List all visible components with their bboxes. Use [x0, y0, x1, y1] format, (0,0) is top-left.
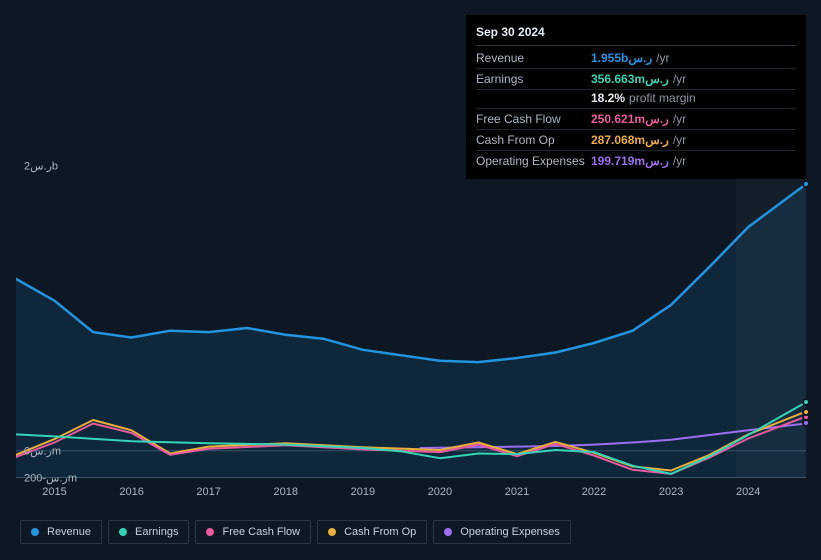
legend-dot-icon: [31, 528, 39, 536]
legend-item-revenue[interactable]: Revenue: [20, 520, 102, 544]
tooltip-row: Operating Expenses199.719mر.س/yr: [476, 151, 796, 171]
x-axis-label: 2019: [351, 486, 375, 498]
y-axis-label-zero: ر.س0m: [24, 444, 61, 457]
legend-dot-icon: [328, 528, 336, 536]
tooltip-panel: Sep 30 2024 Revenue1.955bر.س/yrEarnings3…: [466, 15, 806, 179]
tooltip-metric-label: Cash From Op: [476, 133, 591, 147]
x-axis-label: 2020: [428, 486, 452, 498]
legend-label: Revenue: [47, 526, 91, 538]
y-axis-label-top: ر.س2b: [24, 160, 58, 173]
x-axis-label: 2022: [582, 486, 606, 498]
chart-area[interactable]: ر.س2b ر.س0m ر.س-200m 2015201620172018201…: [16, 178, 806, 478]
x-axis-label: 2021: [505, 486, 529, 498]
legend-label: Operating Expenses: [460, 526, 560, 538]
tooltip-row: Revenue1.955bر.س/yr: [476, 48, 796, 69]
x-axis-label: 2015: [42, 486, 66, 498]
legend: Revenue Earnings Free Cash Flow Cash From O…: [20, 520, 571, 544]
legend-dot-icon: [206, 528, 214, 536]
legend-item-earnings[interactable]: Earnings: [108, 520, 189, 544]
tooltip-row: Cash From Op287.068mر.س/yr: [476, 130, 796, 151]
tooltip-metric-label: Operating Expenses: [476, 154, 591, 168]
chart-lines: [16, 178, 806, 478]
tooltip-metric-value: 1.955: [591, 51, 621, 65]
tooltip-metric-value: 199.719: [591, 154, 634, 168]
legend-label: Cash From Op: [344, 526, 416, 538]
legend-item-cfo[interactable]: Cash From Op: [317, 520, 427, 544]
series-end-marker: [802, 180, 810, 188]
legend-item-fcf[interactable]: Free Cash Flow: [195, 520, 311, 544]
legend-label: Free Cash Flow: [222, 526, 300, 538]
x-axis-label: 2024: [736, 486, 760, 498]
tooltip-row: Earnings356.663mر.س/yr: [476, 69, 796, 90]
tooltip-metric-value: 287.068: [591, 133, 634, 147]
tooltip-metric-value: 250.621: [591, 112, 634, 126]
legend-label: Earnings: [135, 526, 178, 538]
x-axis-label: 2017: [196, 486, 220, 498]
tooltip-metric-value: 356.663: [591, 72, 634, 86]
tooltip-row: Free Cash Flow250.621mر.س/yr: [476, 109, 796, 130]
legend-item-opex[interactable]: Operating Expenses: [433, 520, 571, 544]
legend-dot-icon: [119, 528, 127, 536]
series-end-marker: [802, 408, 810, 416]
legend-dot-icon: [444, 528, 452, 536]
tooltip-metric-label: Earnings: [476, 72, 591, 86]
tooltip-metric-label: Revenue: [476, 51, 591, 65]
series-end-marker: [802, 419, 810, 427]
tooltip-margin-row: 18.2%profit margin: [476, 90, 796, 109]
x-axis-label: 2023: [659, 486, 683, 498]
y-axis-label-bottom: ر.س-200m: [24, 472, 77, 485]
tooltip-metric-label: Free Cash Flow: [476, 112, 591, 126]
tooltip-date: Sep 30 2024: [476, 23, 796, 46]
x-axis-label: 2018: [274, 486, 298, 498]
series-end-marker: [802, 398, 810, 406]
x-axis-label: 2016: [119, 486, 143, 498]
